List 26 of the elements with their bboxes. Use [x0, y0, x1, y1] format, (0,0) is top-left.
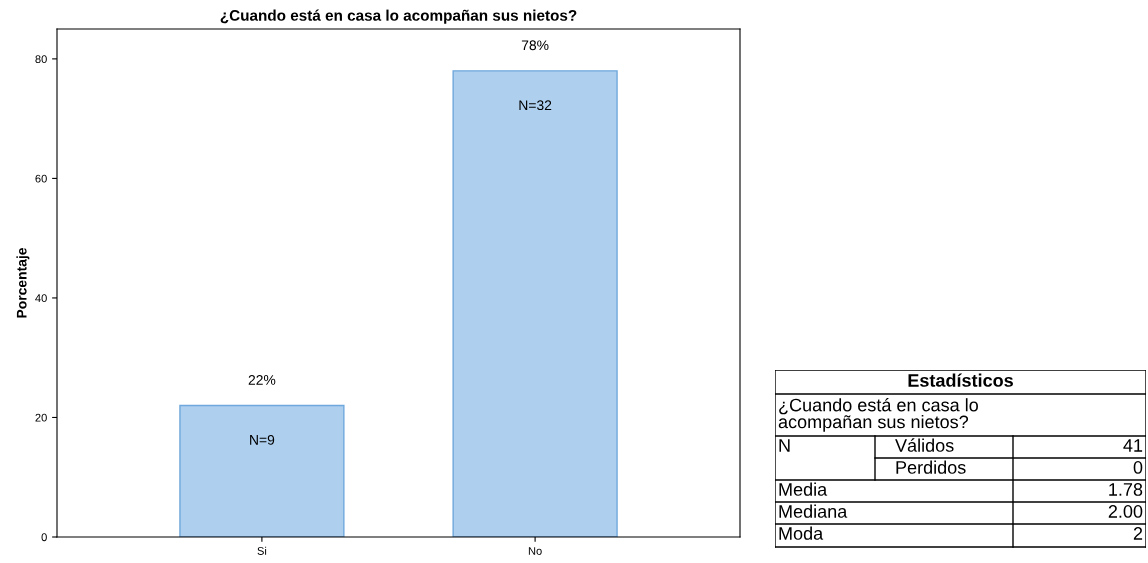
data-label: 22% [248, 375, 276, 385]
text: 41 [1123, 439, 1143, 452]
y-tick-label: 60 [35, 174, 47, 183]
y-tick-label: 20 [35, 413, 47, 422]
x-tick-label: Si [257, 546, 267, 555]
chart-title: ¿Cuando está en casa lo acompañan sus nietos? [220, 9, 577, 24]
text: 1.78 [1109, 483, 1143, 496]
text: 2 [1133, 527, 1143, 540]
data-label: 78% [521, 40, 549, 51]
y-axis-title: Porcentaje [16, 247, 30, 318]
text: Moda [779, 526, 824, 540]
text: Estadísticos [908, 373, 1013, 387]
y-tick-label: 80 [35, 55, 47, 64]
x-tick-label: No [528, 547, 542, 555]
text: N [779, 439, 790, 452]
text: Perdidos [896, 460, 966, 474]
text: ¿Cuando está en casa lo acompañan sus nietos? [778, 397, 978, 432]
text: Válidos [895, 438, 954, 452]
y-tick-label: 40 [35, 294, 47, 303]
text: Mediana [779, 504, 848, 518]
annotation: N=32 [519, 100, 552, 111]
y-tick-label: 0 [41, 533, 47, 542]
text: 2.00 [1108, 505, 1143, 518]
text: Media [779, 482, 828, 496]
annotation: N=9 [250, 434, 275, 445]
text: 0 [1133, 461, 1143, 474]
